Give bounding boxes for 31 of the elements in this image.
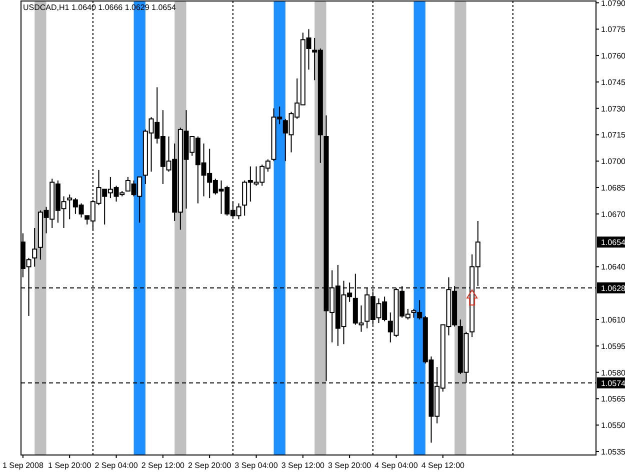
y-tick-label: 1.0670	[601, 210, 625, 219]
y-tick-label: 1.0745	[601, 78, 625, 87]
x-tick-label: 3 Sep 12:00	[281, 461, 326, 470]
y-tick-label: 1.0760	[601, 52, 625, 61]
y-tick-label: 1.0715	[601, 130, 625, 140]
x-tick-label: 2 Sep 20:00	[188, 461, 232, 470]
y-tick-label: 1.0565	[601, 394, 625, 404]
x-tick-label: 1 Sep 20:00	[48, 461, 92, 470]
y-tick-label: 1.0775	[601, 25, 625, 34]
y-tick-label: 1.0610	[601, 316, 625, 325]
y-tick-label: 1.0550	[601, 421, 625, 430]
y-tick-label: 1.0640	[601, 262, 625, 272]
y-tick-label: 1.0790	[601, 0, 625, 8]
y-tick-label: 1.0730	[601, 104, 625, 114]
ref-line-label: 1.0628	[601, 284, 625, 293]
chart-title: USDCAD,H1 1.0640 1.0666 1.0629 1.0654	[23, 3, 177, 12]
x-tick-label: 2 Sep 04:00	[94, 461, 138, 470]
x-tick-label: 2 Sep 12:00	[141, 461, 186, 470]
text: 1.0654	[601, 238, 625, 248]
x-tick-label: 4 Sep 04:00	[374, 461, 418, 470]
x-tick-label: 3 Sep 04:00	[234, 461, 278, 470]
x-tick-label: 3 Sep 20:00	[328, 461, 372, 470]
y-tick-label: 1.0535	[601, 447, 625, 456]
x-tick-label: 4 Sep 12:00	[421, 461, 466, 470]
candlestick	[32, 228, 38, 268]
y-tick-label: 1.0580	[601, 368, 625, 378]
ref-line-label: 1.0574	[601, 378, 625, 388]
y-tick-label: 1.0595	[601, 342, 625, 351]
y-tick-label: 1.0685	[601, 184, 625, 193]
x-tick-label: 1 Sep 2008	[2, 461, 44, 470]
y-tick-label: 1.0700	[601, 157, 625, 166]
